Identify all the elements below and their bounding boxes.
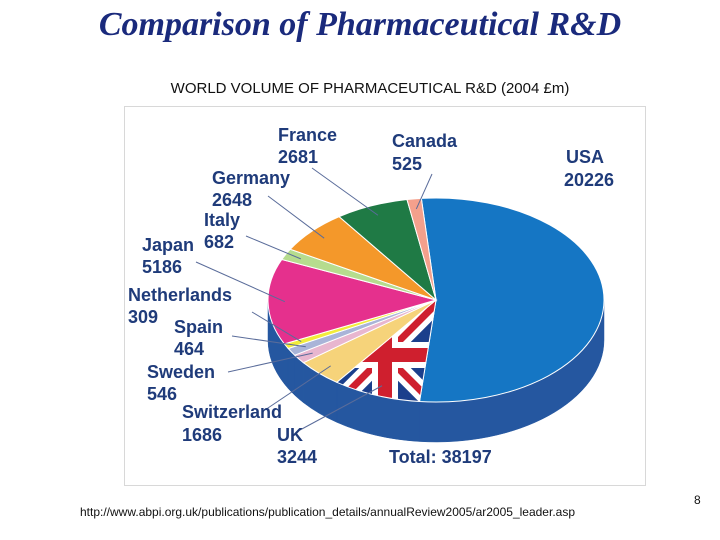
leader-lines <box>195 167 433 431</box>
label-canada-value: 525 <box>392 154 422 174</box>
pie-side-sweden <box>294 354 304 404</box>
label-switzerland-value: 1686 <box>182 425 222 445</box>
slide-title: Comparison of Pharmaceutical R&D <box>98 6 622 43</box>
total-label: Total: 38197 <box>389 447 492 467</box>
label-switzerland-name: Switzerland <box>182 402 282 422</box>
pie-slice-japan <box>267 258 438 345</box>
leader-spain <box>231 335 306 348</box>
label-italy-name: Italy <box>204 210 240 230</box>
leader-italy <box>245 235 302 260</box>
leader-switzerland <box>261 365 331 413</box>
label-canada-name: Canada <box>392 131 458 151</box>
label-sweden-value: 546 <box>147 384 177 404</box>
leader-france <box>311 167 379 216</box>
label-japan-value: 5186 <box>142 257 182 277</box>
leader-germany <box>267 195 325 239</box>
label-germany-value: 2648 <box>212 190 252 210</box>
page-number: 8 <box>694 493 701 507</box>
leader-sweden <box>227 352 313 373</box>
label-uk-name: UK <box>277 425 303 445</box>
label-usa-value: 20226 <box>564 170 614 190</box>
label-sweden-name: Sweden <box>147 362 215 382</box>
label-spain-name: Spain <box>174 317 223 337</box>
pie-side <box>267 299 605 443</box>
pie-slice-uk <box>335 298 437 403</box>
label-usa-name: USA <box>566 147 604 167</box>
label-japan-name: Japan <box>142 235 194 255</box>
label-spain-value: 464 <box>174 339 204 359</box>
label-netherlands-name: Netherlands <box>128 285 232 305</box>
label-france-value: 2681 <box>278 147 318 167</box>
label-netherlands-value: 309 <box>128 307 158 327</box>
leader-netherlands <box>251 311 302 343</box>
pie-side-spain <box>287 347 295 396</box>
source-url[interactable]: http://www.abpi.org.uk/publications/publ… <box>80 505 575 519</box>
chart-title: WORLD VOLUME OF PHARMACEUTICAL R&D (2004… <box>170 80 570 97</box>
label-france-name: France <box>278 125 337 145</box>
pie-side-netherlands <box>284 343 289 390</box>
label-germany-name: Germany <box>212 168 290 188</box>
pie-top <box>267 197 605 403</box>
label-uk-value: 3244 <box>277 447 317 467</box>
leader-japan <box>195 261 286 303</box>
pie-slice-usa <box>418 197 605 403</box>
label-italy-value: 682 <box>204 232 234 252</box>
leader-canada <box>415 173 433 210</box>
leader-uk <box>299 385 383 431</box>
